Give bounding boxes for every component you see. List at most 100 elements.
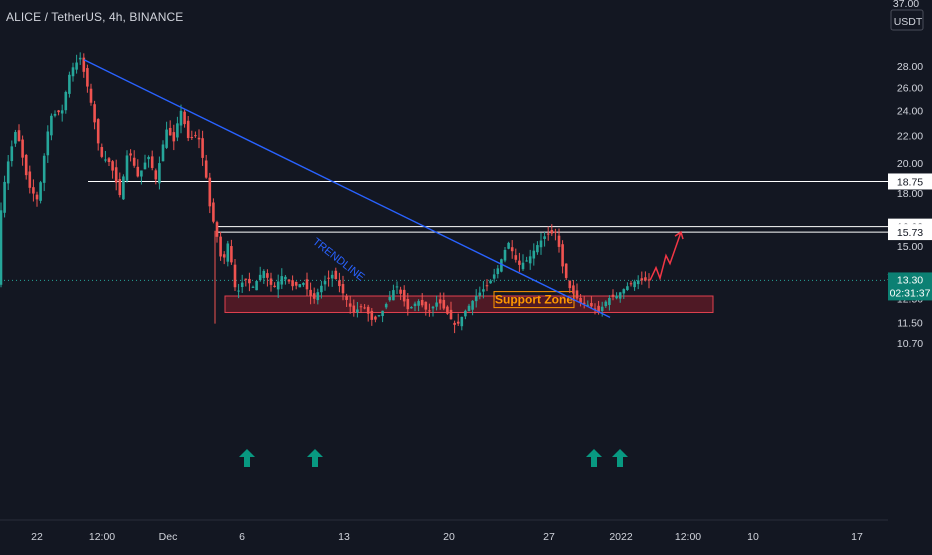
time-tick: 12:00 [89, 531, 115, 543]
candle [593, 303, 597, 315]
candle [572, 280, 575, 302]
candle-body [615, 295, 618, 299]
candle-body [496, 268, 500, 275]
candle-body [406, 299, 410, 310]
candle [604, 300, 608, 308]
candle [71, 62, 75, 82]
candle [291, 275, 294, 291]
candle-body [449, 309, 453, 320]
candle-body [626, 286, 629, 290]
candle [294, 281, 298, 290]
candle-body [611, 294, 615, 297]
currency-box [890, 9, 924, 31]
candle-body [244, 278, 248, 280]
candle-body [197, 137, 201, 140]
candle-body [10, 146, 14, 162]
candle [82, 53, 86, 78]
candle-body [507, 242, 510, 249]
price-tick: 24.00 [897, 105, 923, 117]
projection-path [649, 231, 682, 281]
candle-body [338, 280, 341, 287]
candle [406, 292, 410, 316]
time-tick: 6 [239, 531, 245, 543]
candle-body [143, 162, 147, 170]
candle-body [388, 296, 392, 301]
candle [240, 274, 244, 293]
candle-body [392, 290, 395, 301]
candle [338, 272, 341, 293]
candle [568, 280, 572, 294]
candle-body [348, 303, 352, 307]
candle-body [194, 135, 197, 137]
candle-body [50, 115, 53, 136]
candle [114, 159, 118, 191]
candle [21, 135, 24, 166]
candle [258, 266, 262, 282]
candle-body [161, 144, 165, 162]
candle-body [402, 289, 406, 302]
candle-body [453, 322, 456, 325]
price-tick: 28.00 [897, 61, 923, 73]
candle [197, 129, 201, 149]
candle [590, 296, 593, 309]
candle-body [424, 301, 428, 310]
candle-body [460, 316, 464, 327]
candle-body [474, 296, 478, 302]
candle [503, 246, 507, 263]
candle-body [302, 282, 305, 285]
candle [611, 289, 615, 301]
candle-body [276, 281, 280, 290]
projection-arrowhead [674, 230, 684, 240]
candle-body [503, 249, 507, 261]
candle [402, 285, 406, 307]
candle-body [273, 285, 276, 288]
candle-body [528, 256, 532, 264]
candle [219, 231, 222, 261]
candle-body [399, 289, 402, 294]
price-tick: 11.50 [897, 317, 923, 329]
candle-body [291, 280, 294, 287]
candle-body [168, 127, 172, 136]
candle-body [298, 284, 302, 288]
candle [212, 198, 215, 224]
candle [172, 124, 176, 151]
candle-body [374, 316, 377, 320]
candle-body [78, 57, 82, 60]
candle-body [352, 305, 356, 313]
candle-body [597, 305, 600, 312]
candle-body [370, 310, 374, 320]
candle [352, 299, 356, 317]
candle [640, 271, 644, 285]
candle [633, 279, 636, 291]
candle-body [24, 154, 28, 176]
candle [327, 270, 330, 287]
candle-body [467, 305, 471, 311]
candle [636, 275, 640, 290]
candle-body [543, 236, 546, 239]
candle [420, 293, 424, 308]
candle-body [219, 236, 222, 257]
candle [410, 306, 413, 309]
candle [24, 153, 28, 180]
candle [482, 281, 485, 299]
candle [75, 54, 78, 74]
candle [237, 283, 240, 299]
candle [554, 228, 557, 241]
candle-body [104, 159, 107, 161]
candle [46, 125, 50, 163]
candle-body [640, 278, 644, 281]
candle-body [71, 67, 75, 77]
candle-body [600, 306, 604, 312]
candle [615, 292, 618, 300]
candle [489, 279, 492, 284]
candle [107, 157, 111, 166]
candle-body [46, 131, 50, 156]
candle [471, 300, 474, 316]
candle-body [482, 289, 485, 292]
level-label: 15.73 [897, 227, 923, 239]
candle [86, 64, 89, 93]
time-tick: 17 [851, 531, 863, 543]
candle-body [564, 263, 568, 278]
candle-body [82, 57, 86, 72]
